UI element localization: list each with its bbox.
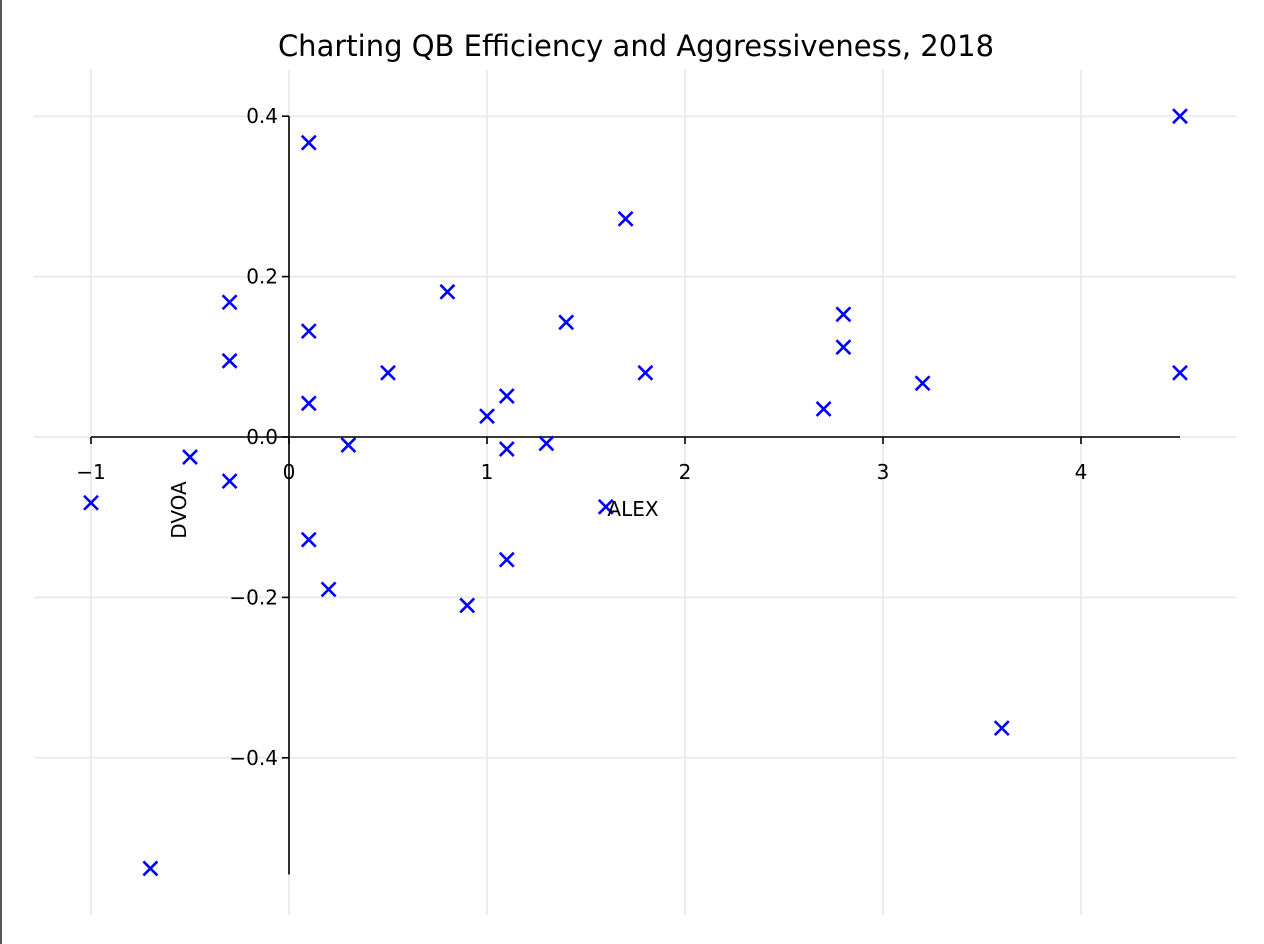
x-tick-label-1: 0	[283, 460, 296, 484]
data-point-stroke-b	[835, 306, 852, 323]
data-point-stroke-b	[300, 323, 317, 340]
data-point-stroke-b	[617, 210, 634, 227]
data-point-16	[498, 388, 515, 405]
chart-title: Charting QB Efficiency and Aggressivenes…	[278, 29, 994, 63]
data-point-stroke-b	[300, 134, 317, 151]
data-points	[83, 108, 1188, 877]
y-tick-label-3: 0.2	[246, 265, 278, 289]
data-point-stroke-b	[221, 352, 238, 369]
data-point-stroke-b	[479, 408, 495, 425]
data-point-stroke-b	[597, 498, 614, 515]
data-point-15	[479, 408, 495, 425]
data-point-stroke-b	[221, 294, 238, 311]
data-point-stroke-b	[637, 364, 654, 381]
data-point-9	[300, 531, 317, 548]
data-point-stroke-b	[498, 388, 515, 405]
data-point-stroke-b	[1172, 364, 1188, 381]
data-point-stroke-b	[538, 435, 555, 452]
x-tick-label-3: 2	[679, 460, 692, 484]
data-point-6	[300, 134, 317, 151]
data-point-stroke-b	[380, 364, 396, 381]
data-point-10	[320, 581, 337, 598]
data-point-18	[498, 551, 515, 568]
y-tick-label-4: 0.4	[246, 104, 278, 128]
data-point-24	[815, 401, 832, 417]
data-point-13	[439, 283, 456, 300]
data-point-7	[300, 323, 317, 340]
data-point-stroke-b	[83, 494, 99, 511]
data-point-0	[83, 494, 99, 511]
data-point-stroke-b	[300, 395, 317, 412]
y-axis-label: DVOA	[167, 481, 191, 539]
data-point-stroke-b	[914, 375, 931, 392]
data-point-2	[182, 449, 198, 465]
x-tick-label-0: −1	[76, 460, 105, 484]
data-point-stroke-b	[320, 581, 337, 598]
x-axis-label: ALEX	[607, 497, 658, 521]
data-point-stroke-b	[1172, 108, 1188, 125]
data-point-27	[914, 375, 931, 392]
data-point-stroke-b	[815, 401, 832, 417]
data-point-1	[142, 860, 159, 877]
x-tick-label-2: 1	[481, 460, 494, 484]
y-tick-label-2: 0.0	[246, 425, 278, 449]
data-point-stroke-b	[300, 531, 317, 548]
data-point-14	[459, 597, 476, 614]
data-point-stroke-b	[993, 720, 1010, 737]
x-tick-label-5: 4	[1075, 460, 1088, 484]
data-point-3	[221, 294, 238, 311]
data-point-26	[835, 339, 852, 356]
data-point-12	[380, 364, 396, 381]
data-point-stroke-b	[835, 339, 852, 356]
data-point-11	[340, 437, 357, 453]
data-point-19	[538, 435, 555, 452]
data-point-28	[993, 720, 1010, 737]
data-point-22	[617, 210, 634, 227]
axes	[90, 115, 1180, 875]
y-tick-label-0: −0.4	[229, 746, 278, 770]
data-point-stroke-b	[182, 449, 198, 465]
data-point-21	[597, 498, 614, 515]
data-point-stroke-b	[459, 597, 476, 614]
y-tick-label-1: −0.2	[229, 585, 278, 609]
data-point-stroke-b	[340, 437, 357, 453]
x-tick-label-4: 3	[877, 460, 890, 484]
data-point-17	[498, 441, 515, 457]
data-point-4	[221, 352, 238, 369]
data-point-25	[835, 306, 852, 323]
data-point-8	[300, 395, 317, 412]
tick-labels: −1 0 1 2 3 4 −0.4 −0.2 0.0 0.2 0.4	[76, 104, 1087, 770]
data-point-20	[558, 314, 575, 331]
data-point-stroke-b	[498, 551, 515, 568]
data-point-stroke-b	[498, 441, 515, 457]
data-point-29	[1172, 108, 1188, 125]
data-point-stroke-b	[439, 283, 456, 300]
data-point-5	[221, 473, 238, 490]
data-point-stroke-b	[221, 473, 238, 490]
data-point-30	[1172, 364, 1188, 381]
data-point-stroke-b	[558, 314, 575, 331]
grid-lines	[34, 70, 1236, 915]
data-point-stroke-b	[142, 860, 159, 877]
data-point-23	[637, 364, 654, 381]
